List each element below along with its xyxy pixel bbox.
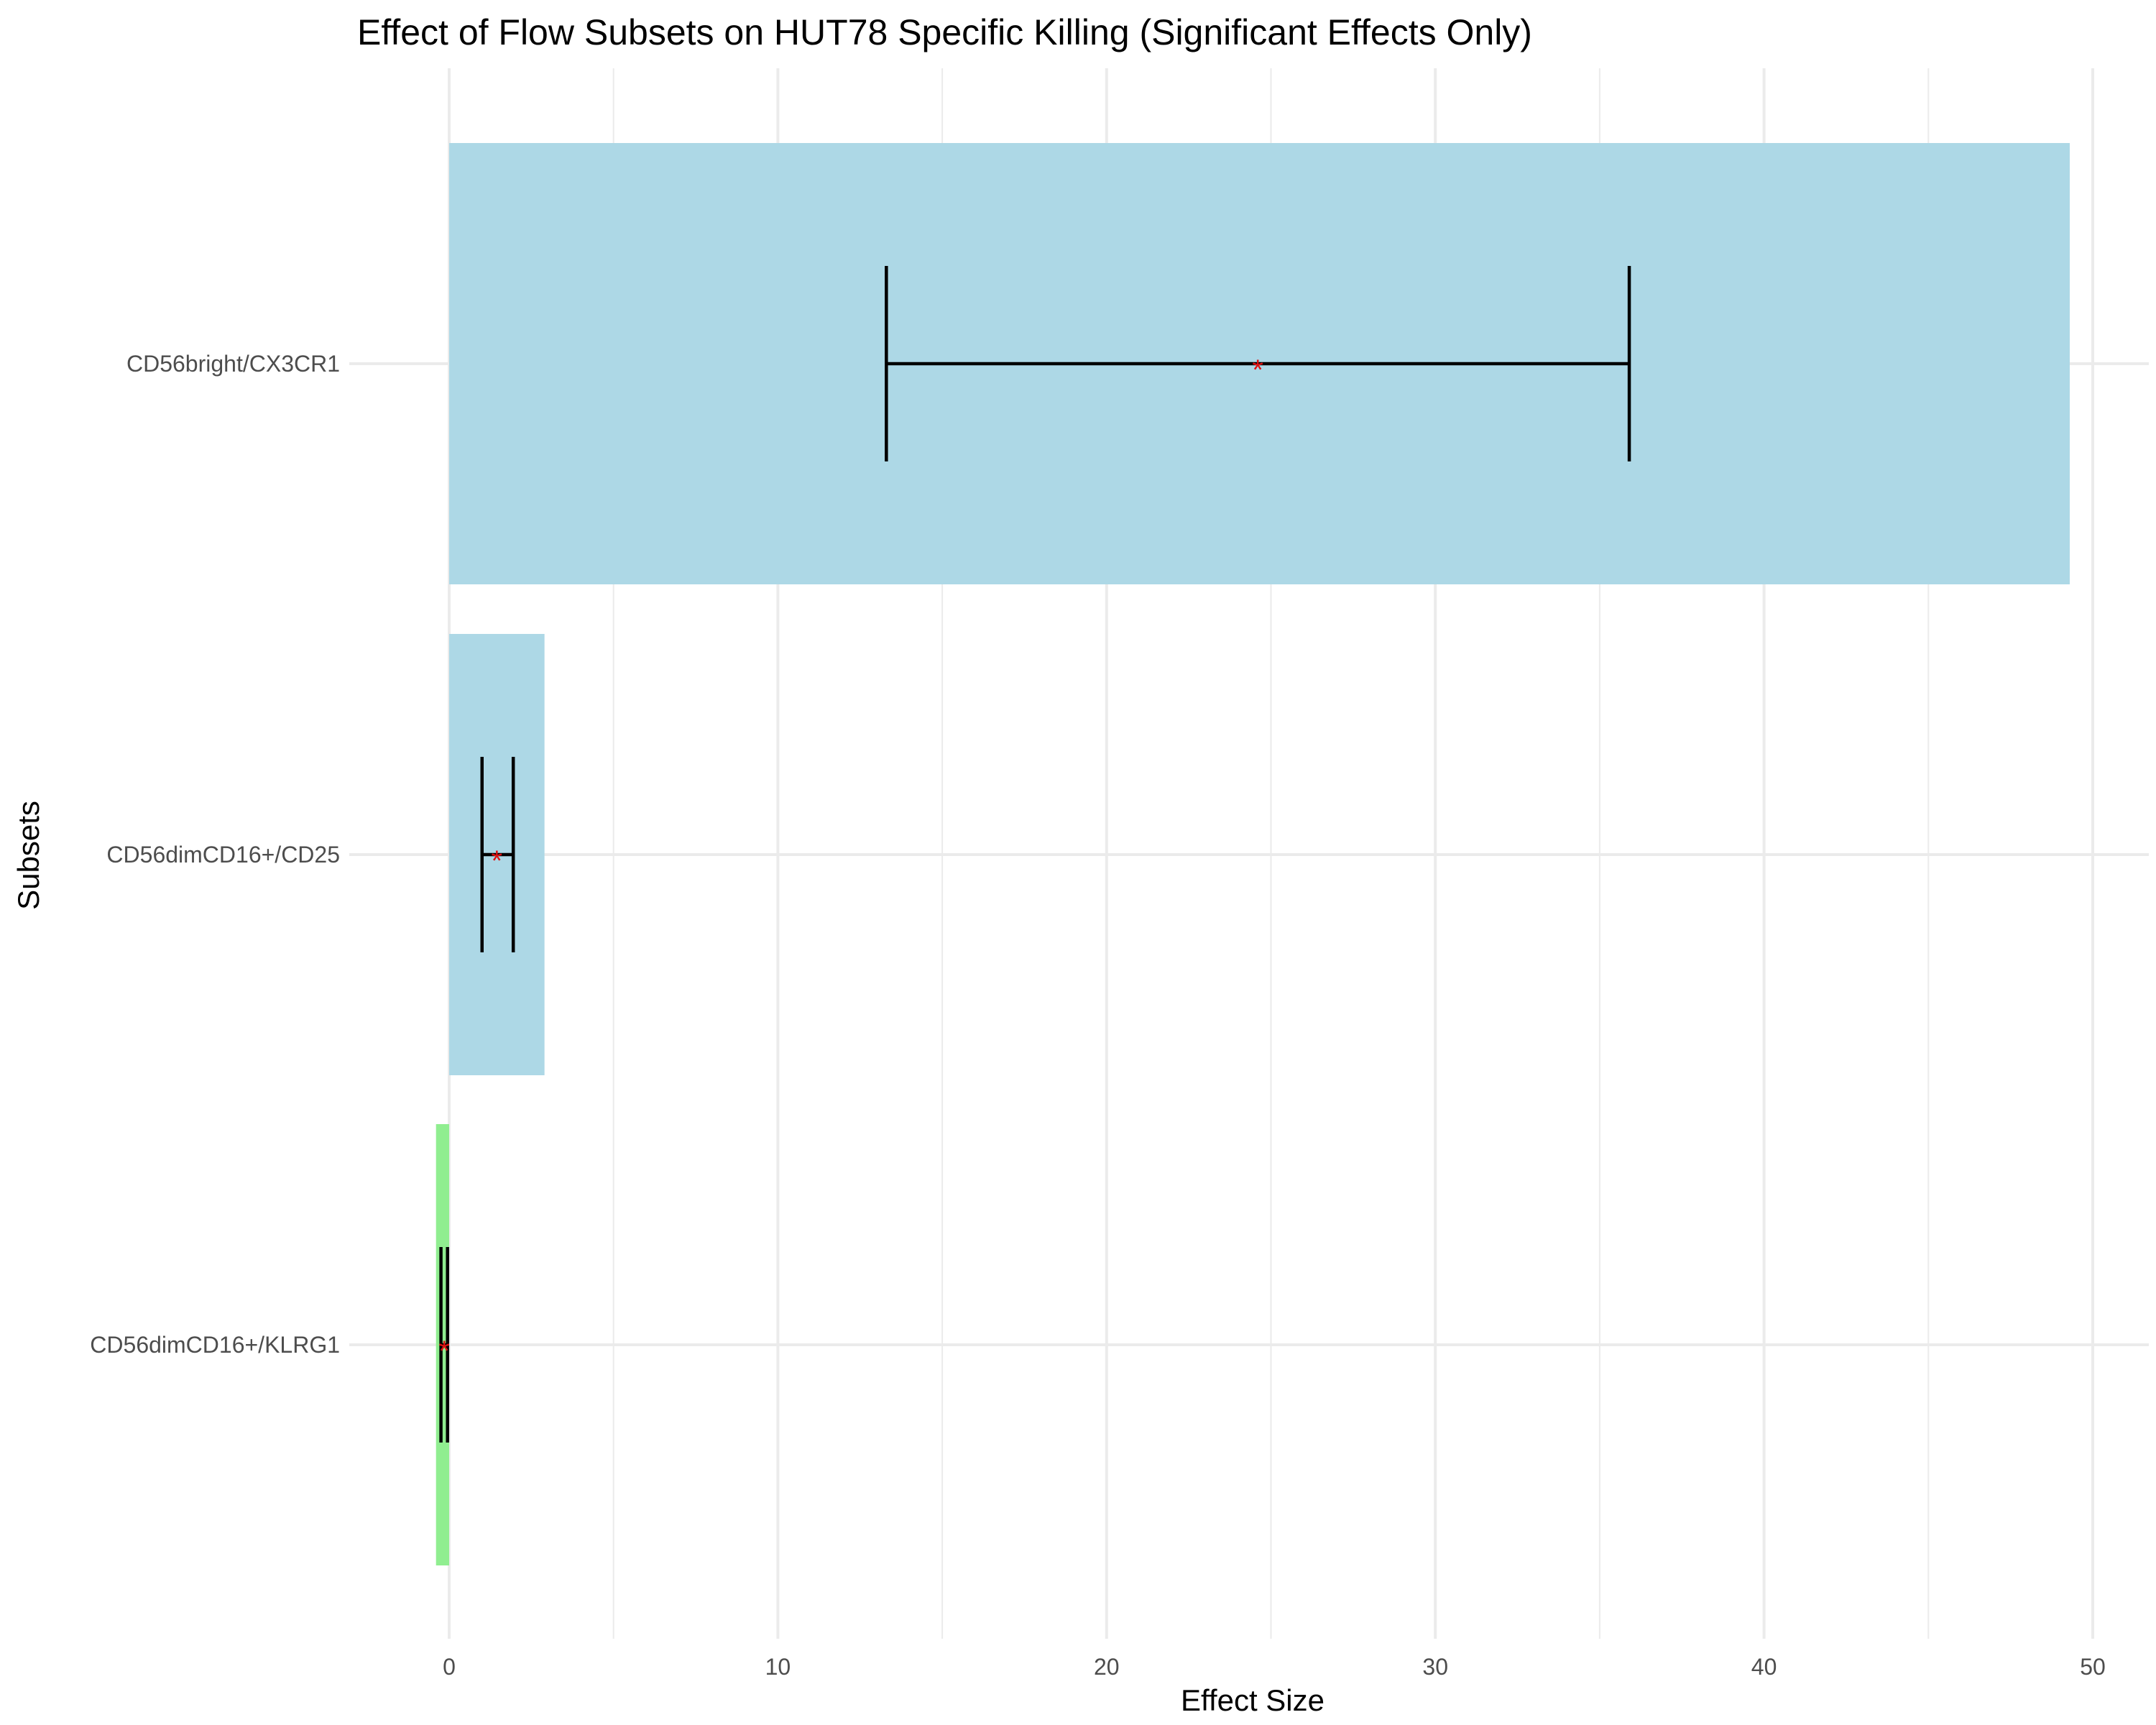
significance-markers: * * *: [438, 354, 1263, 1367]
error-bar-1: [885, 266, 1631, 461]
x-tick-labels: 0 10 20 30 40 50: [443, 1654, 2106, 1680]
significance-marker: *: [492, 845, 503, 877]
x-tick-label: 40: [1751, 1654, 1777, 1680]
x-tick-label: 50: [2080, 1654, 2106, 1680]
y-tick-labels: CD56bright/CX3CR1 CD56dimCD16+/CD25 CD56di…: [90, 351, 340, 1358]
significance-marker: *: [1252, 354, 1263, 386]
x-tick-label: 20: [1094, 1654, 1120, 1680]
y-axis-title: Subsets: [11, 801, 45, 910]
x-tick-label: 30: [1422, 1654, 1448, 1680]
y-tick-label: CD56dimCD16+/CD25: [106, 842, 340, 868]
error-bar-3: [439, 1247, 449, 1443]
y-tick-label: CD56dimCD16+/KLRG1: [90, 1332, 340, 1358]
y-tick-label: CD56bright/CX3CR1: [126, 351, 340, 377]
x-tick-label: 10: [765, 1654, 791, 1680]
error-bar-2: [480, 757, 515, 952]
x-axis-title: Effect Size: [1181, 1683, 1325, 1717]
significance-marker: *: [438, 1335, 450, 1367]
x-tick-label: 0: [443, 1654, 456, 1680]
error-bars: [439, 266, 1631, 1443]
chart-title: Effect of Flow Subsets on HUT78 Specific…: [357, 12, 1532, 52]
